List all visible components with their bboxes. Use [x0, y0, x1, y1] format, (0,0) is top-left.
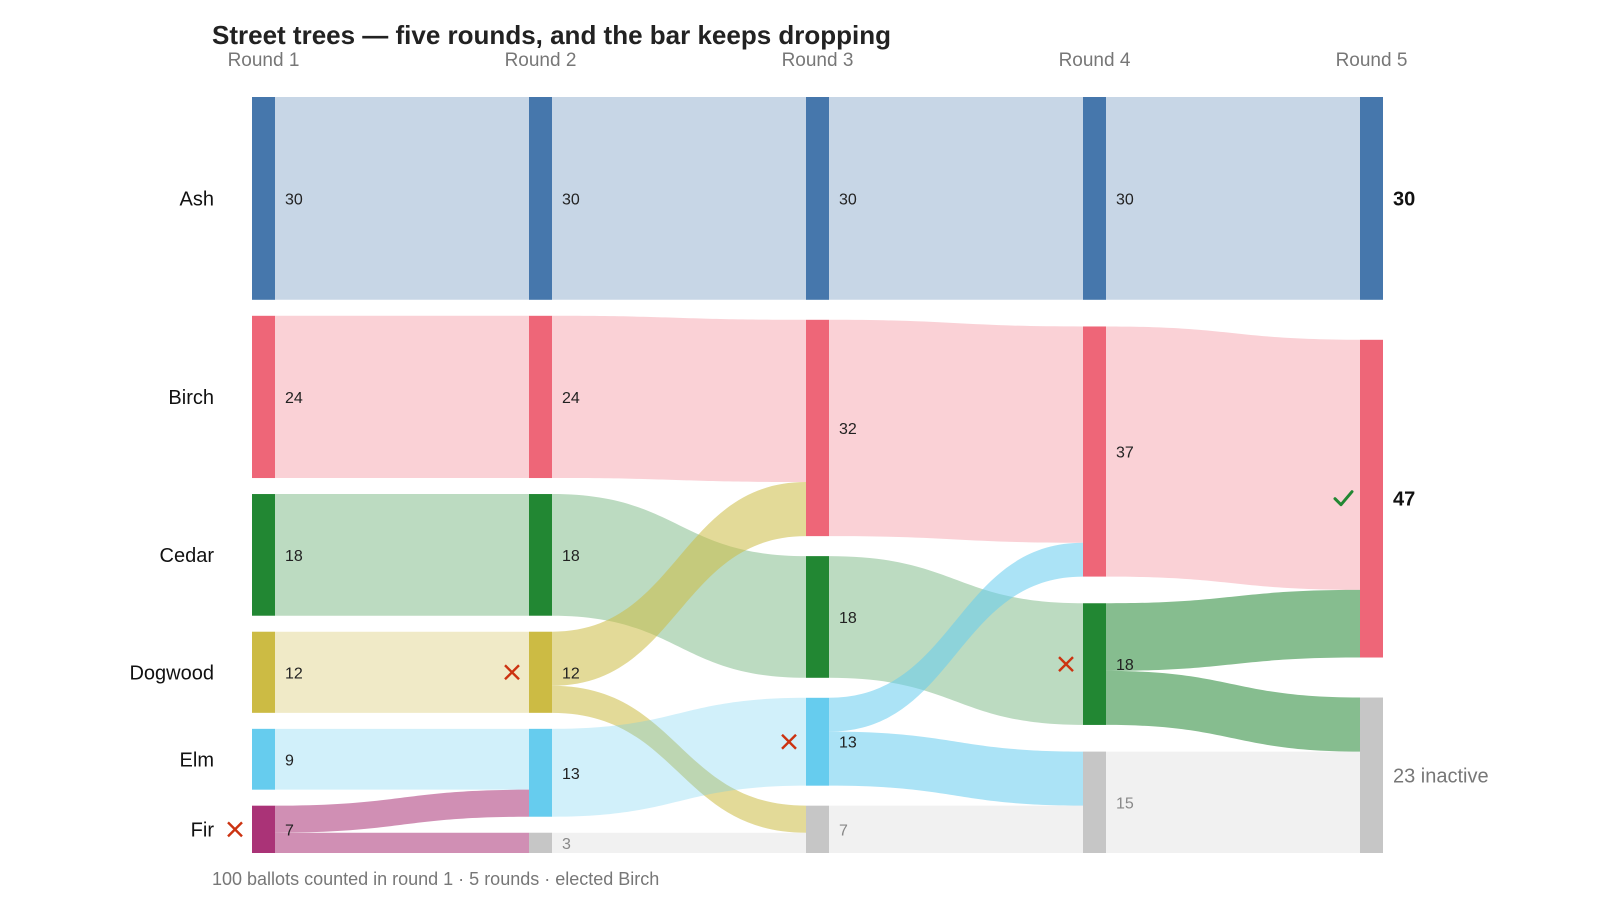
flow-r1-elm-to-elm [275, 728, 529, 790]
count-label-r3-ex: 7 [839, 822, 848, 839]
node-r2-ex [529, 832, 552, 853]
node-r4-cedar [1083, 603, 1106, 725]
count-label-r2-dogwood: 12 [562, 665, 580, 682]
flow-r2-ex-to-ex [552, 832, 806, 853]
flow-r2-dogwood-to-ex [552, 685, 806, 833]
round-label-4: Round 4 [1059, 50, 1131, 71]
chart-caption: 100 ballots counted in round 1 · 5 round… [212, 869, 659, 889]
candidate-label-dogwood: Dogwood [129, 662, 214, 684]
nodes-layer [252, 97, 1383, 853]
count-label-r3-ash: 30 [839, 191, 857, 208]
node-r2-dogwood [529, 631, 552, 713]
count-label-r1-ash: 30 [285, 191, 303, 208]
final-count-ash: 30 [1393, 188, 1415, 210]
count-label-r4-cedar: 18 [1116, 657, 1134, 674]
flow-r2-dogwood-to-birch [552, 482, 806, 686]
flow-r4-ash-to-ash [1106, 97, 1360, 300]
node-r1-ash [252, 97, 275, 300]
node-r1-elm [252, 728, 275, 790]
candidate-label-birch: Birch [168, 387, 214, 409]
count-label-r2-ash: 30 [562, 191, 580, 208]
node-r2-birch [529, 315, 552, 479]
node-r1-cedar [252, 494, 275, 616]
node-r3-ash [806, 97, 829, 300]
flow-r3-birch-to-birch [829, 319, 1083, 543]
node-r3-elm [806, 697, 829, 786]
node-r2-ash [529, 97, 552, 300]
flow-r3-elm-to-birch [829, 542, 1083, 732]
node-r2-elm [529, 728, 552, 817]
chart-title: Street trees — five rounds, and the bar … [212, 20, 891, 50]
flow-r4-ex-to-ex [1106, 751, 1360, 853]
round-label-5: Round 5 [1336, 50, 1408, 71]
candidate-label-fir: Fir [191, 819, 215, 841]
count-label-r1-fir: 7 [285, 822, 294, 839]
count-label-r1-birch: 24 [285, 390, 303, 407]
count-label-r4-birch: 37 [1116, 445, 1134, 462]
count-label-r3-birch: 32 [839, 421, 857, 438]
final-inactive-label: 23 inactive [1393, 765, 1489, 787]
eliminated-x-icon-fir [227, 821, 243, 838]
final-count-birch: 47 [1393, 489, 1415, 511]
round-label-2: Round 2 [505, 50, 577, 71]
count-label-r4-ex: 15 [1116, 795, 1134, 812]
flow-r1-fir-to-elm [275, 789, 529, 833]
winner-check-icon [1333, 490, 1354, 507]
flow-r1-ash-to-ash [275, 97, 529, 300]
flow-r2-birch-to-birch [552, 315, 806, 483]
flow-r4-birch-to-birch [1106, 326, 1360, 590]
flow-r1-dogwood-to-dogwood [275, 631, 529, 713]
flow-r1-cedar-to-cedar [275, 494, 529, 616]
node-r4-ex [1083, 751, 1106, 853]
count-label-r1-dogwood: 12 [285, 665, 303, 682]
flow-r4-cedar-to-ex [1106, 670, 1360, 752]
node-r5-ash [1360, 97, 1383, 300]
node-r4-ash [1083, 97, 1106, 300]
count-label-r3-elm: 13 [839, 735, 857, 752]
node-r3-birch [806, 319, 829, 537]
flow-r1-fir-to-ex [275, 832, 529, 853]
flow-r1-birch-to-birch [275, 315, 529, 479]
candidate-label-ash: Ash [180, 188, 214, 210]
count-label-r1-cedar: 18 [285, 548, 303, 565]
node-r1-fir [252, 805, 275, 853]
node-r2-cedar [529, 494, 552, 616]
node-r3-cedar [806, 556, 829, 678]
eliminated-x-icon-elm [781, 733, 797, 750]
count-label-r2-ex: 3 [562, 836, 571, 853]
round-label-3: Round 3 [782, 50, 854, 71]
eliminated-x-icon-dogwood [504, 664, 520, 681]
labels-layer: 30 24 18 12 9 7 30 24 18 12 13 3 30 32 18 13 7 30 37 18 15 30… [129, 50, 1488, 853]
node-r1-dogwood [252, 631, 275, 713]
round-label-1: Round 1 [228, 50, 300, 71]
count-label-r2-elm: 13 [562, 766, 580, 783]
node-r5-birch [1360, 339, 1383, 658]
count-label-r1-elm: 9 [285, 752, 294, 769]
eliminated-x-icon-cedar [1058, 656, 1074, 672]
flows-layer [275, 97, 1360, 853]
flow-r2-elm-to-elm [552, 697, 806, 817]
flow-r4-cedar-to-birch [1106, 589, 1360, 671]
flow-r3-elm-to-ex [829, 731, 1083, 806]
node-r5-ex [1360, 697, 1383, 853]
node-r4-birch [1083, 326, 1106, 577]
candidate-label-elm: Elm [180, 749, 214, 771]
count-label-r2-cedar: 18 [562, 548, 580, 565]
node-r3-ex [806, 805, 829, 853]
flow-r3-ex-to-ex [829, 805, 1083, 853]
node-r1-birch [252, 315, 275, 479]
flow-r2-ash-to-ash [552, 97, 806, 300]
count-label-r4-ash: 30 [1116, 191, 1134, 208]
count-label-r3-cedar: 18 [839, 610, 857, 627]
count-label-r2-birch: 24 [562, 390, 580, 407]
candidate-label-cedar: Cedar [160, 545, 215, 567]
flow-r3-ash-to-ash [829, 97, 1083, 300]
